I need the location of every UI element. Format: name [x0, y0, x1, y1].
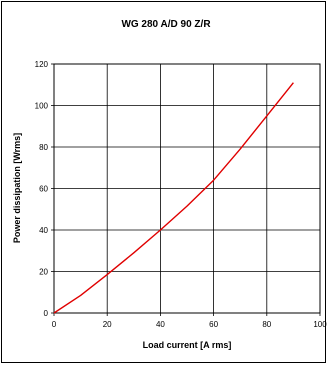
- data-series: [53, 82, 294, 314]
- x-tick-label: 0: [52, 320, 57, 329]
- y-tick-label: 20: [39, 268, 48, 277]
- grid-lines: [51, 63, 321, 316]
- chart-title: WG 280 A/D 90 Z/R: [121, 19, 211, 30]
- y-tick-label: 40: [39, 226, 48, 235]
- y-tick-label: 0: [44, 309, 49, 318]
- x-tick-label: 20: [103, 320, 112, 329]
- x-tick-label: 40: [156, 320, 165, 329]
- series-line: [53, 82, 294, 314]
- x-tick-label: 80: [262, 320, 271, 329]
- x-axis-label: Load current [A rms]: [143, 340, 232, 350]
- y-tick-label: 80: [39, 143, 48, 152]
- tick-labels: 0 20 40 60 80 100 0 20 40 60 80 100 120: [35, 60, 328, 329]
- x-tick-label: 60: [209, 320, 218, 329]
- y-tick-label: 60: [39, 185, 48, 194]
- y-tick-label: 120: [35, 60, 49, 69]
- x-tick-label: 100: [313, 320, 327, 329]
- y-axis-label: Power dissipation [Wrms]: [12, 133, 22, 243]
- y-tick-label: 100: [35, 102, 49, 111]
